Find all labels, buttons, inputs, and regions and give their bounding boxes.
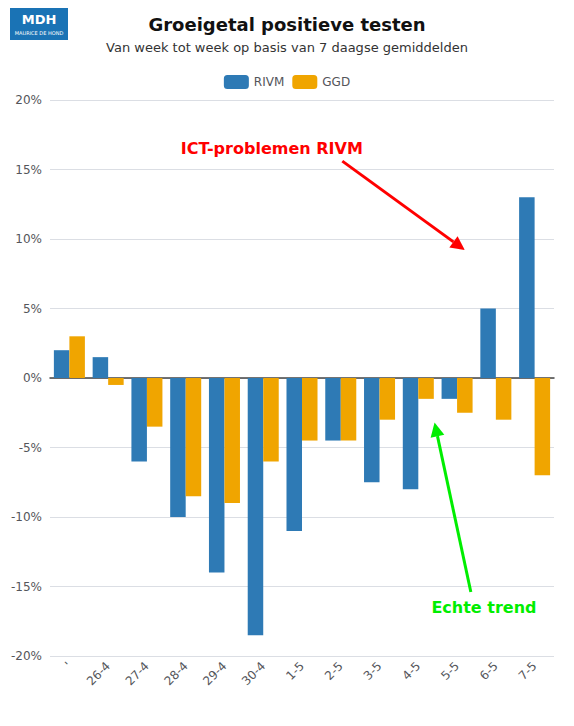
svg-text:MAURICE DE HOND: MAURICE DE HOND xyxy=(15,30,64,36)
svg-text:ICT-problemen RIVM: ICT-problemen RIVM xyxy=(181,139,363,158)
svg-text:10%: 10% xyxy=(15,232,42,246)
svg-text:30-4: 30-4 xyxy=(239,659,268,688)
svg-text:': ' xyxy=(62,659,74,671)
svg-text:-10%: -10% xyxy=(11,510,42,524)
svg-text:4-5: 4-5 xyxy=(400,659,424,683)
svg-text:26-4: 26-4 xyxy=(84,659,113,688)
svg-text:29-4: 29-4 xyxy=(200,659,229,688)
svg-text:RIVM: RIVM xyxy=(254,75,284,89)
svg-text:20%: 20% xyxy=(15,93,42,107)
svg-text:Van week tot week op basis van: Van week tot week op basis van 7 daagse … xyxy=(106,40,468,55)
svg-text:0%: 0% xyxy=(23,371,42,385)
svg-text:15%: 15% xyxy=(15,163,42,177)
svg-text:27-4: 27-4 xyxy=(123,659,152,688)
svg-text:2-5: 2-5 xyxy=(322,659,346,683)
svg-text:Echte trend: Echte trend xyxy=(431,598,536,617)
svg-text:-20%: -20% xyxy=(11,649,42,663)
svg-text:1-5: 1-5 xyxy=(283,659,307,683)
svg-text:7-5: 7-5 xyxy=(516,659,540,683)
svg-text:Groeigetal positieve testen: Groeigetal positieve testen xyxy=(148,14,425,35)
svg-text:-5%: -5% xyxy=(19,441,42,455)
svg-text:5%: 5% xyxy=(23,302,42,316)
svg-text:MDH: MDH xyxy=(22,12,57,27)
svg-text:-15%: -15% xyxy=(11,580,42,594)
svg-text:5-5: 5-5 xyxy=(438,659,462,683)
svg-text:GGD: GGD xyxy=(322,75,350,89)
svg-text:3-5: 3-5 xyxy=(361,659,385,683)
svg-text:28-4: 28-4 xyxy=(162,659,191,688)
svg-text:6-5: 6-5 xyxy=(477,659,501,683)
